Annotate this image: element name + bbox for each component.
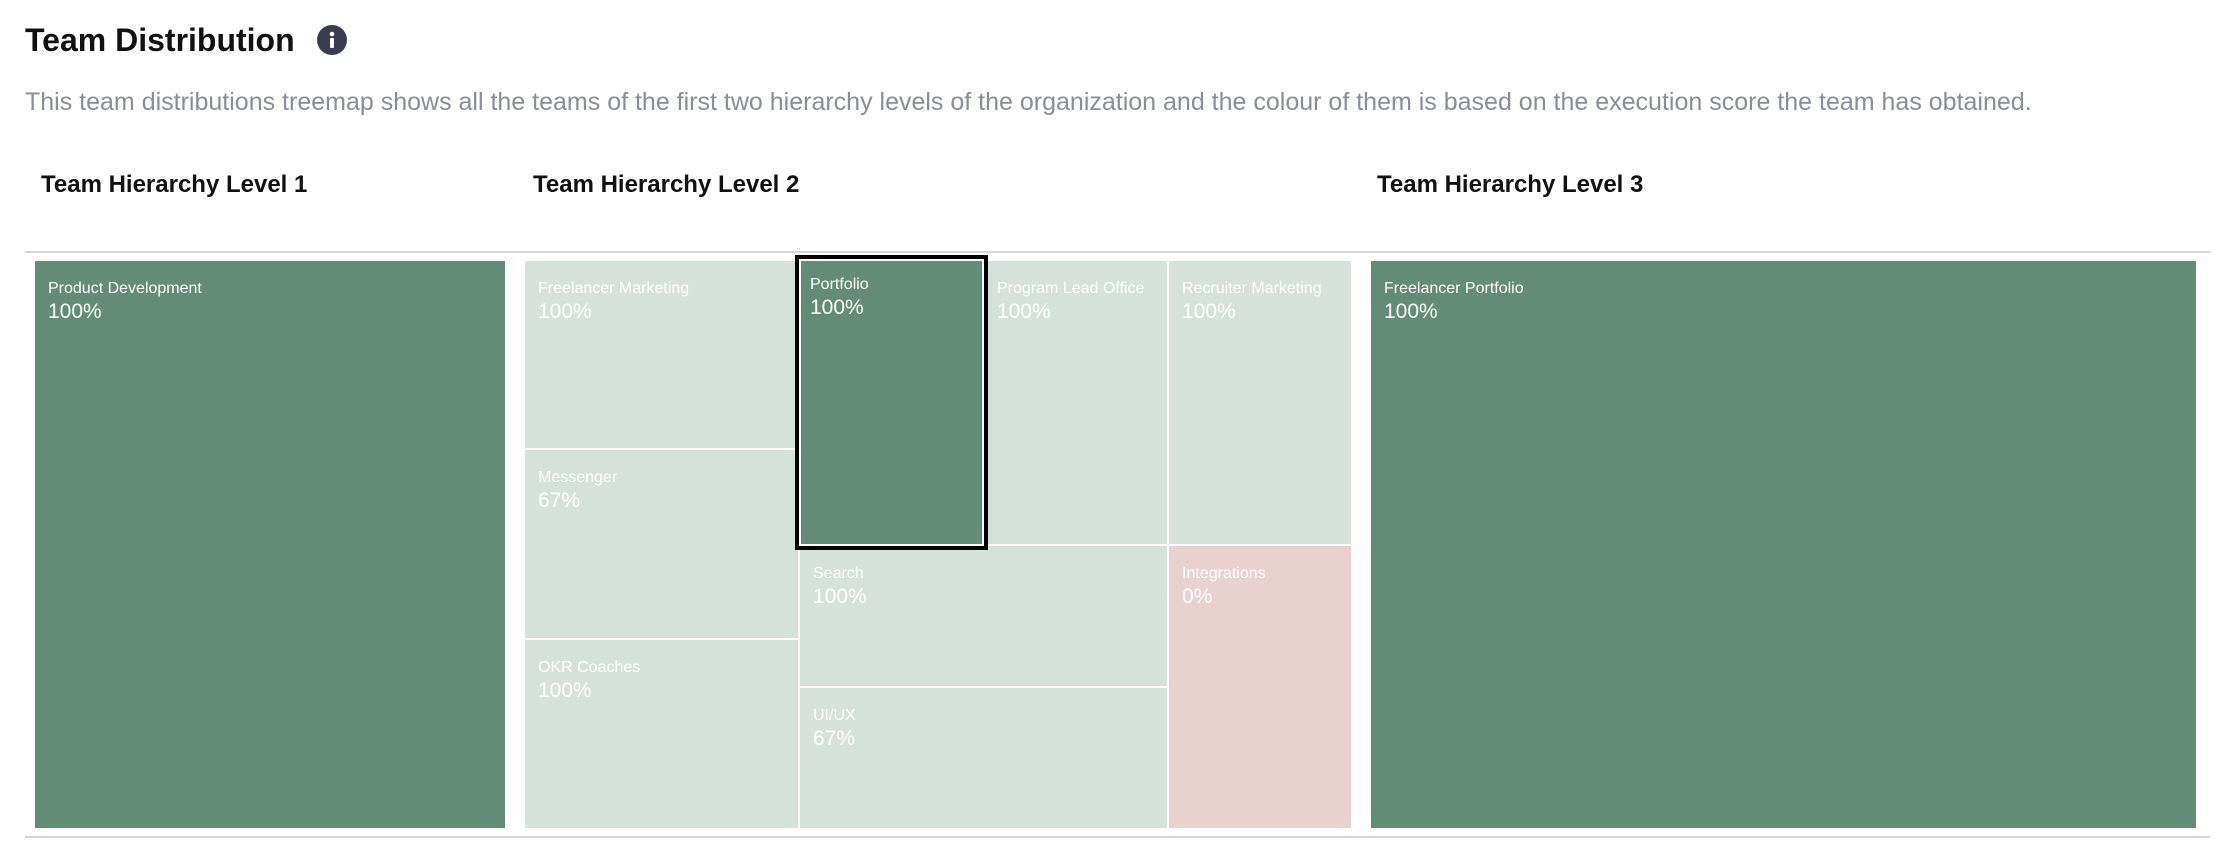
tile-value: 67% [538, 489, 581, 512]
info-glyph [329, 31, 334, 48]
treemap-tile-integrations[interactable]: Integrations 0% [1167, 544, 1353, 830]
tile-value: 0% [1182, 585, 1213, 608]
treemap-tile-messenger[interactable]: Messenger 67% [523, 448, 800, 640]
tile-name: Freelancer Marketing [538, 280, 690, 297]
page-description: This team distributions treemap shows al… [25, 88, 2032, 116]
tile-name: Program Lead Office [997, 280, 1145, 297]
tile-name: Product Development [48, 280, 202, 297]
tile-name: Messenger [538, 469, 618, 486]
treemap-tile-okr-coaches[interactable]: OKR Coaches 100% [523, 638, 800, 830]
tile-name: Integrations [1182, 565, 1266, 582]
tile-value: 100% [997, 300, 1051, 323]
tile-name: Freelancer Portfolio [1384, 280, 1524, 297]
level-1-header: Team Hierarchy Level 1 [41, 171, 308, 198]
treemap-tile-freelancer-marketing[interactable]: Freelancer Marketing 100% [523, 259, 800, 450]
tile-value: 100% [538, 679, 592, 702]
title-row: Team Distribution [25, 18, 347, 62]
level-2-header: Team Hierarchy Level 2 [533, 171, 800, 198]
tile-value: 100% [810, 296, 864, 319]
treemap-tile-product-development[interactable]: Product Development 100% [33, 259, 507, 830]
info-icon[interactable] [316, 25, 347, 55]
tile-value: 100% [1182, 300, 1236, 323]
treemap-tile-search[interactable]: Search 100% [798, 544, 1169, 688]
tile-value: 100% [48, 300, 102, 323]
treemap-tile-ui-ux[interactable]: UI/UX 67% [798, 686, 1169, 830]
tile-value: 100% [538, 300, 592, 323]
tile-name: Portfolio [810, 276, 869, 293]
treemap-tile-recruiter-marketing[interactable]: Recruiter Marketing 100% [1167, 259, 1353, 546]
tile-name: UI/UX [813, 707, 856, 724]
tile-value: 100% [813, 585, 867, 608]
treemap-tile-portfolio[interactable]: Portfolio 100% [795, 255, 988, 550]
tile-name: Search [813, 565, 864, 582]
treemap-tile-program-lead-office[interactable]: Program Lead Office 100% [982, 259, 1169, 546]
level-3-header: Team Hierarchy Level 3 [1377, 171, 1644, 198]
tile-name: Recruiter Marketing [1182, 280, 1322, 297]
tile-value: 100% [1384, 300, 1438, 323]
treemap-tile-freelancer-portfolio[interactable]: Freelancer Portfolio 100% [1369, 259, 2198, 830]
page-title: Team Distribution [25, 21, 295, 58]
tile-name: OKR Coaches [538, 659, 641, 676]
top-divider [25, 251, 2210, 253]
bottom-divider [25, 836, 2210, 838]
tile-value: 67% [813, 727, 856, 750]
